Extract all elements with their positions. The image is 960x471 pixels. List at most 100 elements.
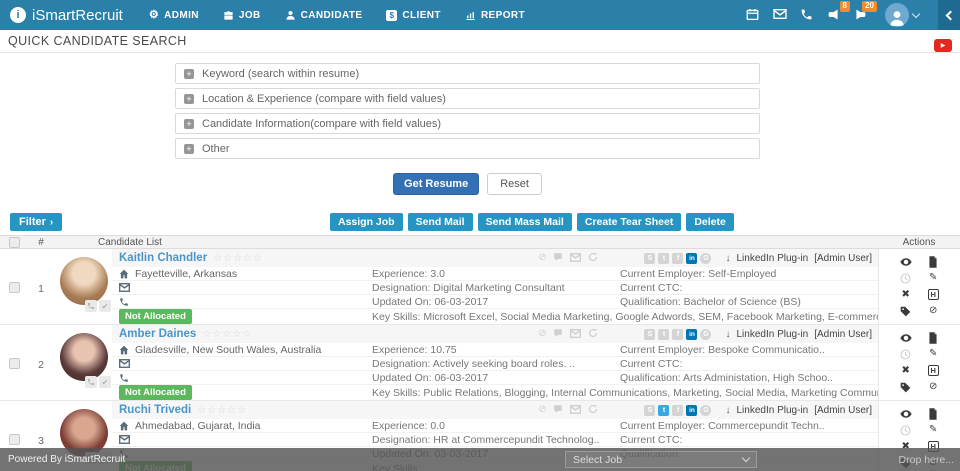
row-checkbox[interactable] xyxy=(8,282,20,293)
twitter-icon[interactable]: t xyxy=(658,328,670,340)
reset-button[interactable]: Reset xyxy=(487,173,542,195)
phone-icon[interactable] xyxy=(119,373,129,383)
megaphone-icon[interactable]: 8 xyxy=(827,1,850,22)
edit-pencil-icon[interactable]: ✎ xyxy=(929,348,938,360)
row-checkbox[interactable] xyxy=(8,434,20,445)
ban-icon[interactable]: ⊘ xyxy=(538,404,547,415)
create-tear-sheet-button[interactable]: Create Tear Sheet xyxy=(576,213,682,231)
rating-stars[interactable]: ☆☆☆☆☆ xyxy=(213,252,264,264)
mail-icon[interactable] xyxy=(119,282,130,293)
call-mini-icon[interactable] xyxy=(85,376,97,388)
panel-candidate-information[interactable]: + Candidate Information(compare with fie… xyxy=(175,113,760,134)
verify-mini-icon[interactable]: ✔ xyxy=(99,376,111,388)
ban-icon[interactable]: ⊘ xyxy=(538,252,547,263)
facebook-icon[interactable]: f xyxy=(672,252,684,264)
nav-item-admin[interactable]: ⚙ ADMIN xyxy=(148,8,199,21)
filter-button[interactable]: Filter › xyxy=(10,213,63,231)
hotlist-icon[interactable]: H xyxy=(927,365,939,377)
google-icon[interactable]: G xyxy=(700,328,712,340)
ban-icon[interactable]: ⊘ xyxy=(538,328,547,339)
block-icon[interactable]: ⊘ xyxy=(929,305,938,317)
delete-x-icon[interactable]: ✖ xyxy=(901,364,910,376)
rating-stars[interactable]: ☆☆☆☆☆ xyxy=(197,404,248,416)
select-all-checkbox[interactable] xyxy=(8,236,20,248)
refresh-icon[interactable] xyxy=(588,401,598,419)
brand-logo[interactable]: i iSmartRecruit xyxy=(0,7,133,24)
google-icon[interactable]: G xyxy=(700,404,712,416)
tag-icon[interactable] xyxy=(900,305,912,317)
view-icon[interactable] xyxy=(900,256,912,268)
twitter-icon[interactable]: t xyxy=(658,404,670,416)
refresh-icon[interactable] xyxy=(588,325,598,343)
linkedin-icon[interactable]: in xyxy=(686,252,698,264)
delete-x-icon[interactable]: ✖ xyxy=(901,288,910,300)
resume-file-icon[interactable] xyxy=(927,331,939,344)
linkedin-plugin-link[interactable]: LinkedIn Plug-in xyxy=(736,328,809,340)
delete-x-icon[interactable]: ✖ xyxy=(901,440,910,452)
nav-item-client[interactable]: $ CLIENT xyxy=(386,9,441,21)
mail-icon[interactable] xyxy=(570,249,582,267)
panel-other[interactable]: + Other xyxy=(175,138,760,159)
phone-icon[interactable] xyxy=(119,297,129,307)
comment-icon[interactable] xyxy=(553,249,563,267)
announcement-icon[interactable]: 20 xyxy=(854,1,877,22)
select-job-dropdown[interactable]: Select Job xyxy=(565,451,757,468)
candidate-name-link[interactable]: Kaitlin Chandler xyxy=(119,252,208,264)
nav-item-job[interactable]: JOB xyxy=(223,10,261,21)
user-menu[interactable] xyxy=(885,3,921,27)
delete-button[interactable]: Delete xyxy=(686,213,734,231)
linkedin-plugin-link[interactable]: LinkedIn Plug-in xyxy=(736,404,809,416)
rating-stars[interactable]: ☆☆☆☆☆ xyxy=(202,328,253,340)
refresh-icon[interactable] xyxy=(588,249,598,267)
facebook-icon[interactable]: f xyxy=(672,404,684,416)
google-icon[interactable]: G xyxy=(700,252,712,264)
phone-icon[interactable] xyxy=(800,8,814,22)
history-clock-icon[interactable] xyxy=(900,272,912,284)
twitter-icon[interactable]: t xyxy=(658,252,670,264)
candidate-photo[interactable] xyxy=(60,257,108,305)
block-icon[interactable]: ⊘ xyxy=(929,381,938,393)
row-checkbox[interactable] xyxy=(8,358,20,369)
verify-mini-icon[interactable]: ✔ xyxy=(99,300,111,312)
assign-job-button[interactable]: Assign Job xyxy=(330,213,403,231)
collapse-sidebar-button[interactable] xyxy=(938,0,960,30)
panel-location-experience[interactable]: + Location & Experience (compare with fi… xyxy=(175,88,760,109)
mail-icon[interactable] xyxy=(119,358,130,369)
hotlist-icon[interactable]: H xyxy=(927,289,939,301)
calendar-icon[interactable] xyxy=(746,8,760,22)
resume-file-icon[interactable] xyxy=(927,407,939,420)
send-mail-button[interactable]: Send Mail xyxy=(407,213,473,231)
panel-keyword[interactable]: + Keyword (search within resume) xyxy=(175,63,760,84)
drop-here-target[interactable]: Drop here... xyxy=(898,453,954,466)
mail-icon[interactable] xyxy=(119,434,130,445)
nav-item-report[interactable]: REPORT xyxy=(465,10,525,21)
candidate-photo[interactable] xyxy=(60,333,108,381)
facebook-icon[interactable]: f xyxy=(672,328,684,340)
edit-pencil-icon[interactable]: ✎ xyxy=(929,272,938,284)
youtube-icon[interactable]: ▶ xyxy=(934,38,952,52)
linkedin-icon[interactable]: in xyxy=(686,404,698,416)
view-icon[interactable] xyxy=(900,332,912,344)
history-clock-icon[interactable] xyxy=(900,424,912,436)
candidate-name-link[interactable]: Ruchi Trivedi xyxy=(119,404,192,416)
comment-icon[interactable] xyxy=(553,401,563,419)
skype-icon[interactable]: S xyxy=(644,252,656,264)
candidate-name-link[interactable]: Amber Daines xyxy=(119,328,197,340)
linkedin-icon[interactable]: in xyxy=(686,328,698,340)
skype-icon[interactable]: S xyxy=(644,404,656,416)
resume-file-icon[interactable] xyxy=(927,255,939,268)
mail-icon[interactable] xyxy=(773,8,787,22)
linkedin-plugin-link[interactable]: LinkedIn Plug-in xyxy=(736,252,809,264)
call-mini-icon[interactable] xyxy=(85,300,97,312)
edit-pencil-icon[interactable]: ✎ xyxy=(929,424,938,436)
tag-icon[interactable] xyxy=(900,381,912,393)
mail-icon[interactable] xyxy=(570,401,582,419)
mail-icon[interactable] xyxy=(570,325,582,343)
nav-item-candidate[interactable]: CANDIDATE xyxy=(285,10,363,21)
skype-icon[interactable]: S xyxy=(644,328,656,340)
comment-icon[interactable] xyxy=(553,325,563,343)
send-mass-mail-button[interactable]: Send Mass Mail xyxy=(477,213,572,231)
get-resume-button[interactable]: Get Resume xyxy=(393,173,480,195)
view-icon[interactable] xyxy=(900,408,912,420)
history-clock-icon[interactable] xyxy=(900,348,912,360)
